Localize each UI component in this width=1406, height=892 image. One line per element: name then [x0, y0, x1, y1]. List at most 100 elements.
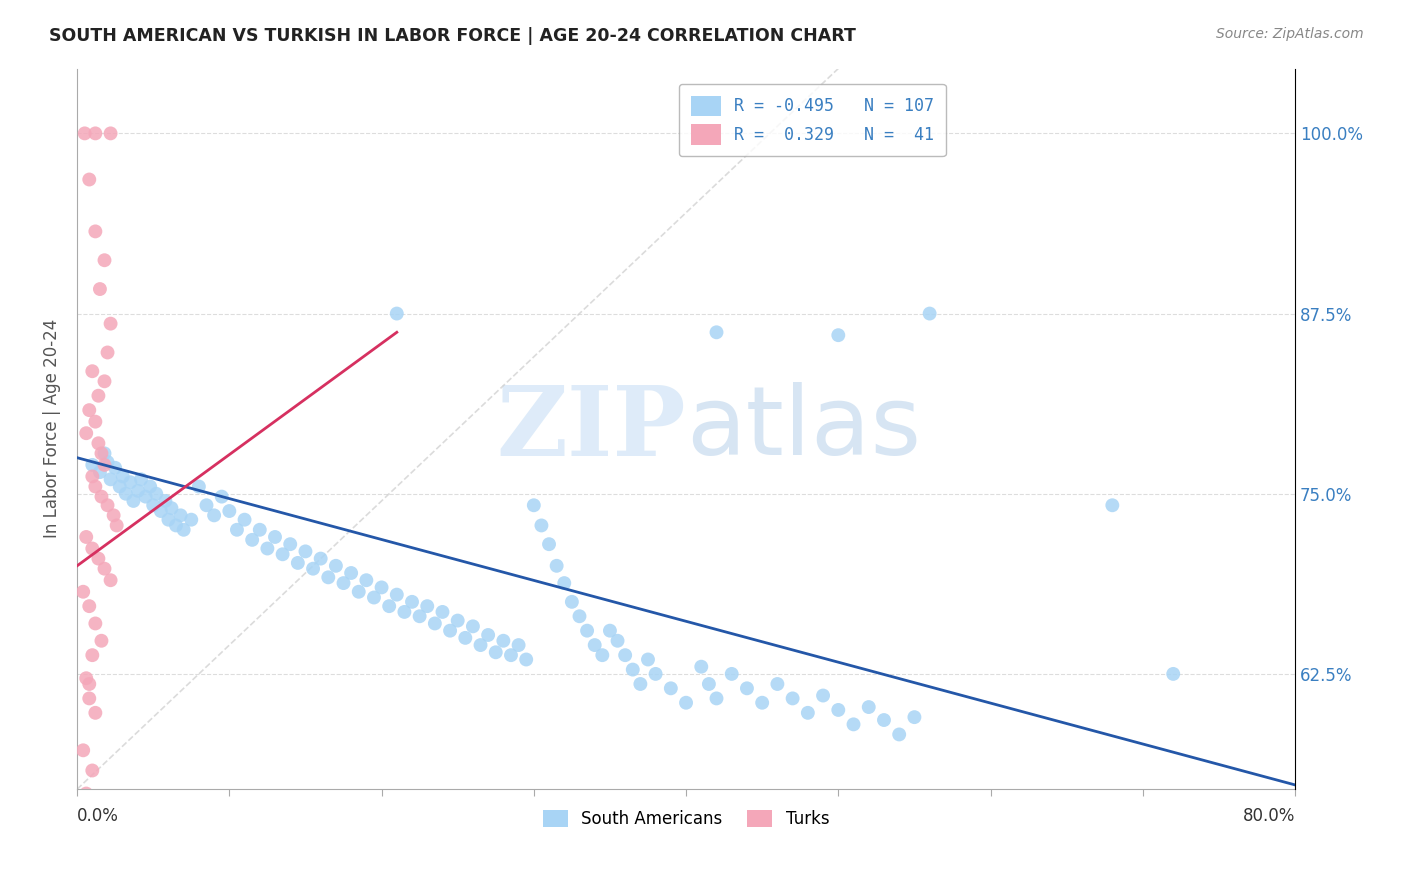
Point — [606, 633, 628, 648]
Point — [108, 479, 131, 493]
Point — [89, 282, 111, 296]
Point — [735, 681, 758, 696]
Text: ZIP: ZIP — [496, 382, 686, 475]
Point — [195, 498, 218, 512]
Point — [82, 648, 104, 662]
Point — [75, 426, 97, 441]
Point — [82, 469, 104, 483]
Point — [591, 648, 613, 662]
Point — [302, 562, 325, 576]
Text: atlas: atlas — [686, 383, 921, 475]
Point — [553, 576, 575, 591]
Point — [1161, 667, 1184, 681]
Point — [332, 576, 354, 591]
Point — [903, 710, 925, 724]
Point — [93, 446, 115, 460]
Point — [100, 573, 122, 587]
Point — [485, 645, 508, 659]
Point — [105, 518, 128, 533]
Legend: South Americans, Turks: South Americans, Turks — [536, 804, 837, 835]
Point — [87, 551, 110, 566]
Point — [187, 479, 209, 493]
Point — [96, 498, 118, 512]
Point — [155, 494, 177, 508]
Point — [77, 677, 100, 691]
Point — [249, 523, 271, 537]
Point — [93, 253, 115, 268]
Point — [811, 689, 834, 703]
Point — [889, 727, 911, 741]
Point — [766, 677, 789, 691]
Point — [568, 609, 591, 624]
Point — [523, 498, 546, 512]
Point — [173, 523, 195, 537]
Point — [461, 619, 484, 633]
Point — [378, 599, 401, 614]
Point — [751, 696, 773, 710]
Point — [675, 696, 697, 710]
Point — [82, 541, 104, 556]
Point — [100, 127, 122, 141]
Point — [492, 633, 515, 648]
Point — [240, 533, 263, 547]
Point — [90, 490, 112, 504]
Point — [294, 544, 316, 558]
Point — [84, 127, 107, 141]
Point — [256, 541, 278, 556]
Point — [84, 415, 107, 429]
Point — [127, 483, 149, 498]
Point — [697, 677, 720, 691]
Point — [202, 508, 225, 523]
Point — [271, 547, 294, 561]
Point — [720, 667, 742, 681]
Point — [537, 537, 560, 551]
Point — [100, 472, 122, 486]
Text: Source: ZipAtlas.com: Source: ZipAtlas.com — [1216, 27, 1364, 41]
Point — [120, 475, 142, 490]
Point — [356, 573, 378, 587]
Text: 0.0%: 0.0% — [77, 806, 120, 824]
Point — [96, 345, 118, 359]
Point — [96, 455, 118, 469]
Point — [599, 624, 621, 638]
Point — [218, 504, 240, 518]
Point — [111, 469, 134, 483]
Point — [77, 691, 100, 706]
Point — [515, 652, 537, 666]
Point — [530, 518, 553, 533]
Point — [499, 648, 522, 662]
Point — [93, 374, 115, 388]
Point — [84, 706, 107, 720]
Point — [385, 588, 408, 602]
Point — [84, 224, 107, 238]
Point — [637, 652, 659, 666]
Point — [93, 562, 115, 576]
Point — [439, 624, 461, 638]
Text: 80.0%: 80.0% — [1243, 806, 1295, 824]
Point — [576, 624, 599, 638]
Point — [142, 498, 165, 512]
Point — [918, 307, 941, 321]
Point — [264, 530, 287, 544]
Point — [100, 317, 122, 331]
Point — [416, 599, 439, 614]
Point — [73, 127, 96, 141]
Point — [340, 566, 363, 580]
Point — [129, 472, 152, 486]
Point — [423, 616, 446, 631]
Point — [75, 530, 97, 544]
Text: SOUTH AMERICAN VS TURKISH IN LABOR FORCE | AGE 20-24 CORRELATION CHART: SOUTH AMERICAN VS TURKISH IN LABOR FORCE… — [49, 27, 856, 45]
Point — [782, 691, 804, 706]
Point — [797, 706, 820, 720]
Point — [842, 717, 865, 731]
Point — [858, 700, 880, 714]
Point — [477, 628, 499, 642]
Point — [508, 638, 530, 652]
Point — [706, 691, 728, 706]
Point — [401, 595, 423, 609]
Point — [82, 764, 104, 778]
Point — [827, 328, 849, 343]
Point — [84, 616, 107, 631]
Point — [454, 631, 477, 645]
Point — [621, 663, 644, 677]
